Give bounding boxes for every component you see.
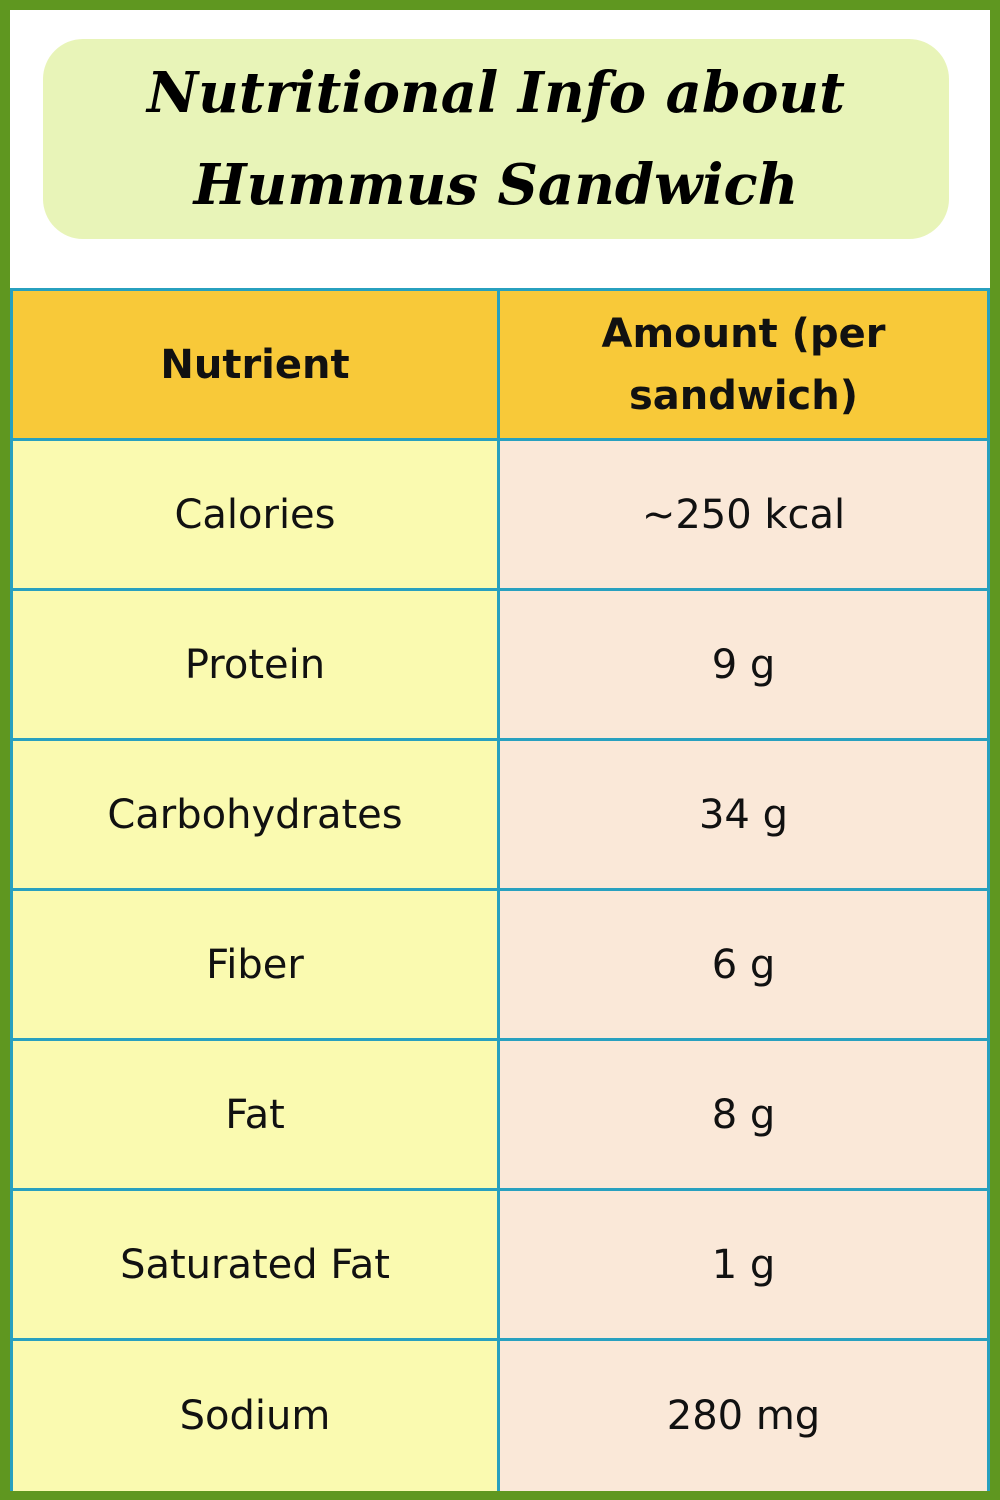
page-title: Nutritional Info about Hummus Sandwich [146,60,846,218]
amount-cell: 280 mg [500,1341,990,1491]
amount-cell: 8 g [500,1041,990,1188]
amount-cell: 9 g [500,591,990,738]
table-row: Saturated Fat 1 g [10,1191,990,1341]
nutrient-cell: Carbohydrates [10,741,500,888]
amount-cell: ~250 kcal [500,441,990,588]
table-row: Sodium 280 mg [10,1341,990,1491]
header-amount: Amount (per sandwich) [500,291,990,438]
nutrition-table: Nutrient Amount (per sandwich) Calories … [10,288,990,1491]
table-header-row: Nutrient Amount (per sandwich) [10,291,990,441]
nutrient-cell: Calories [10,441,500,588]
header-nutrient: Nutrient [10,291,500,438]
nutrient-cell: Saturated Fat [10,1191,500,1338]
table-row: Fat 8 g [10,1041,990,1191]
table-row: Calories ~250 kcal [10,441,990,591]
table-row: Fiber 6 g [10,891,990,1041]
nutrient-cell: Sodium [10,1341,500,1491]
table-row: Protein 9 g [10,591,990,741]
header-nutrient-label: Nutrient [160,341,350,388]
header-amount-label: Amount (per sandwich) [601,310,886,419]
nutrient-cell: Fat [10,1041,500,1188]
title-banner: Nutritional Info about Hummus Sandwich [43,39,949,239]
nutrient-cell: Protein [10,591,500,738]
amount-cell: 1 g [500,1191,990,1338]
amount-cell: 6 g [500,891,990,1038]
table-row: Carbohydrates 34 g [10,741,990,891]
nutrient-cell: Fiber [10,891,500,1038]
amount-cell: 34 g [500,741,990,888]
